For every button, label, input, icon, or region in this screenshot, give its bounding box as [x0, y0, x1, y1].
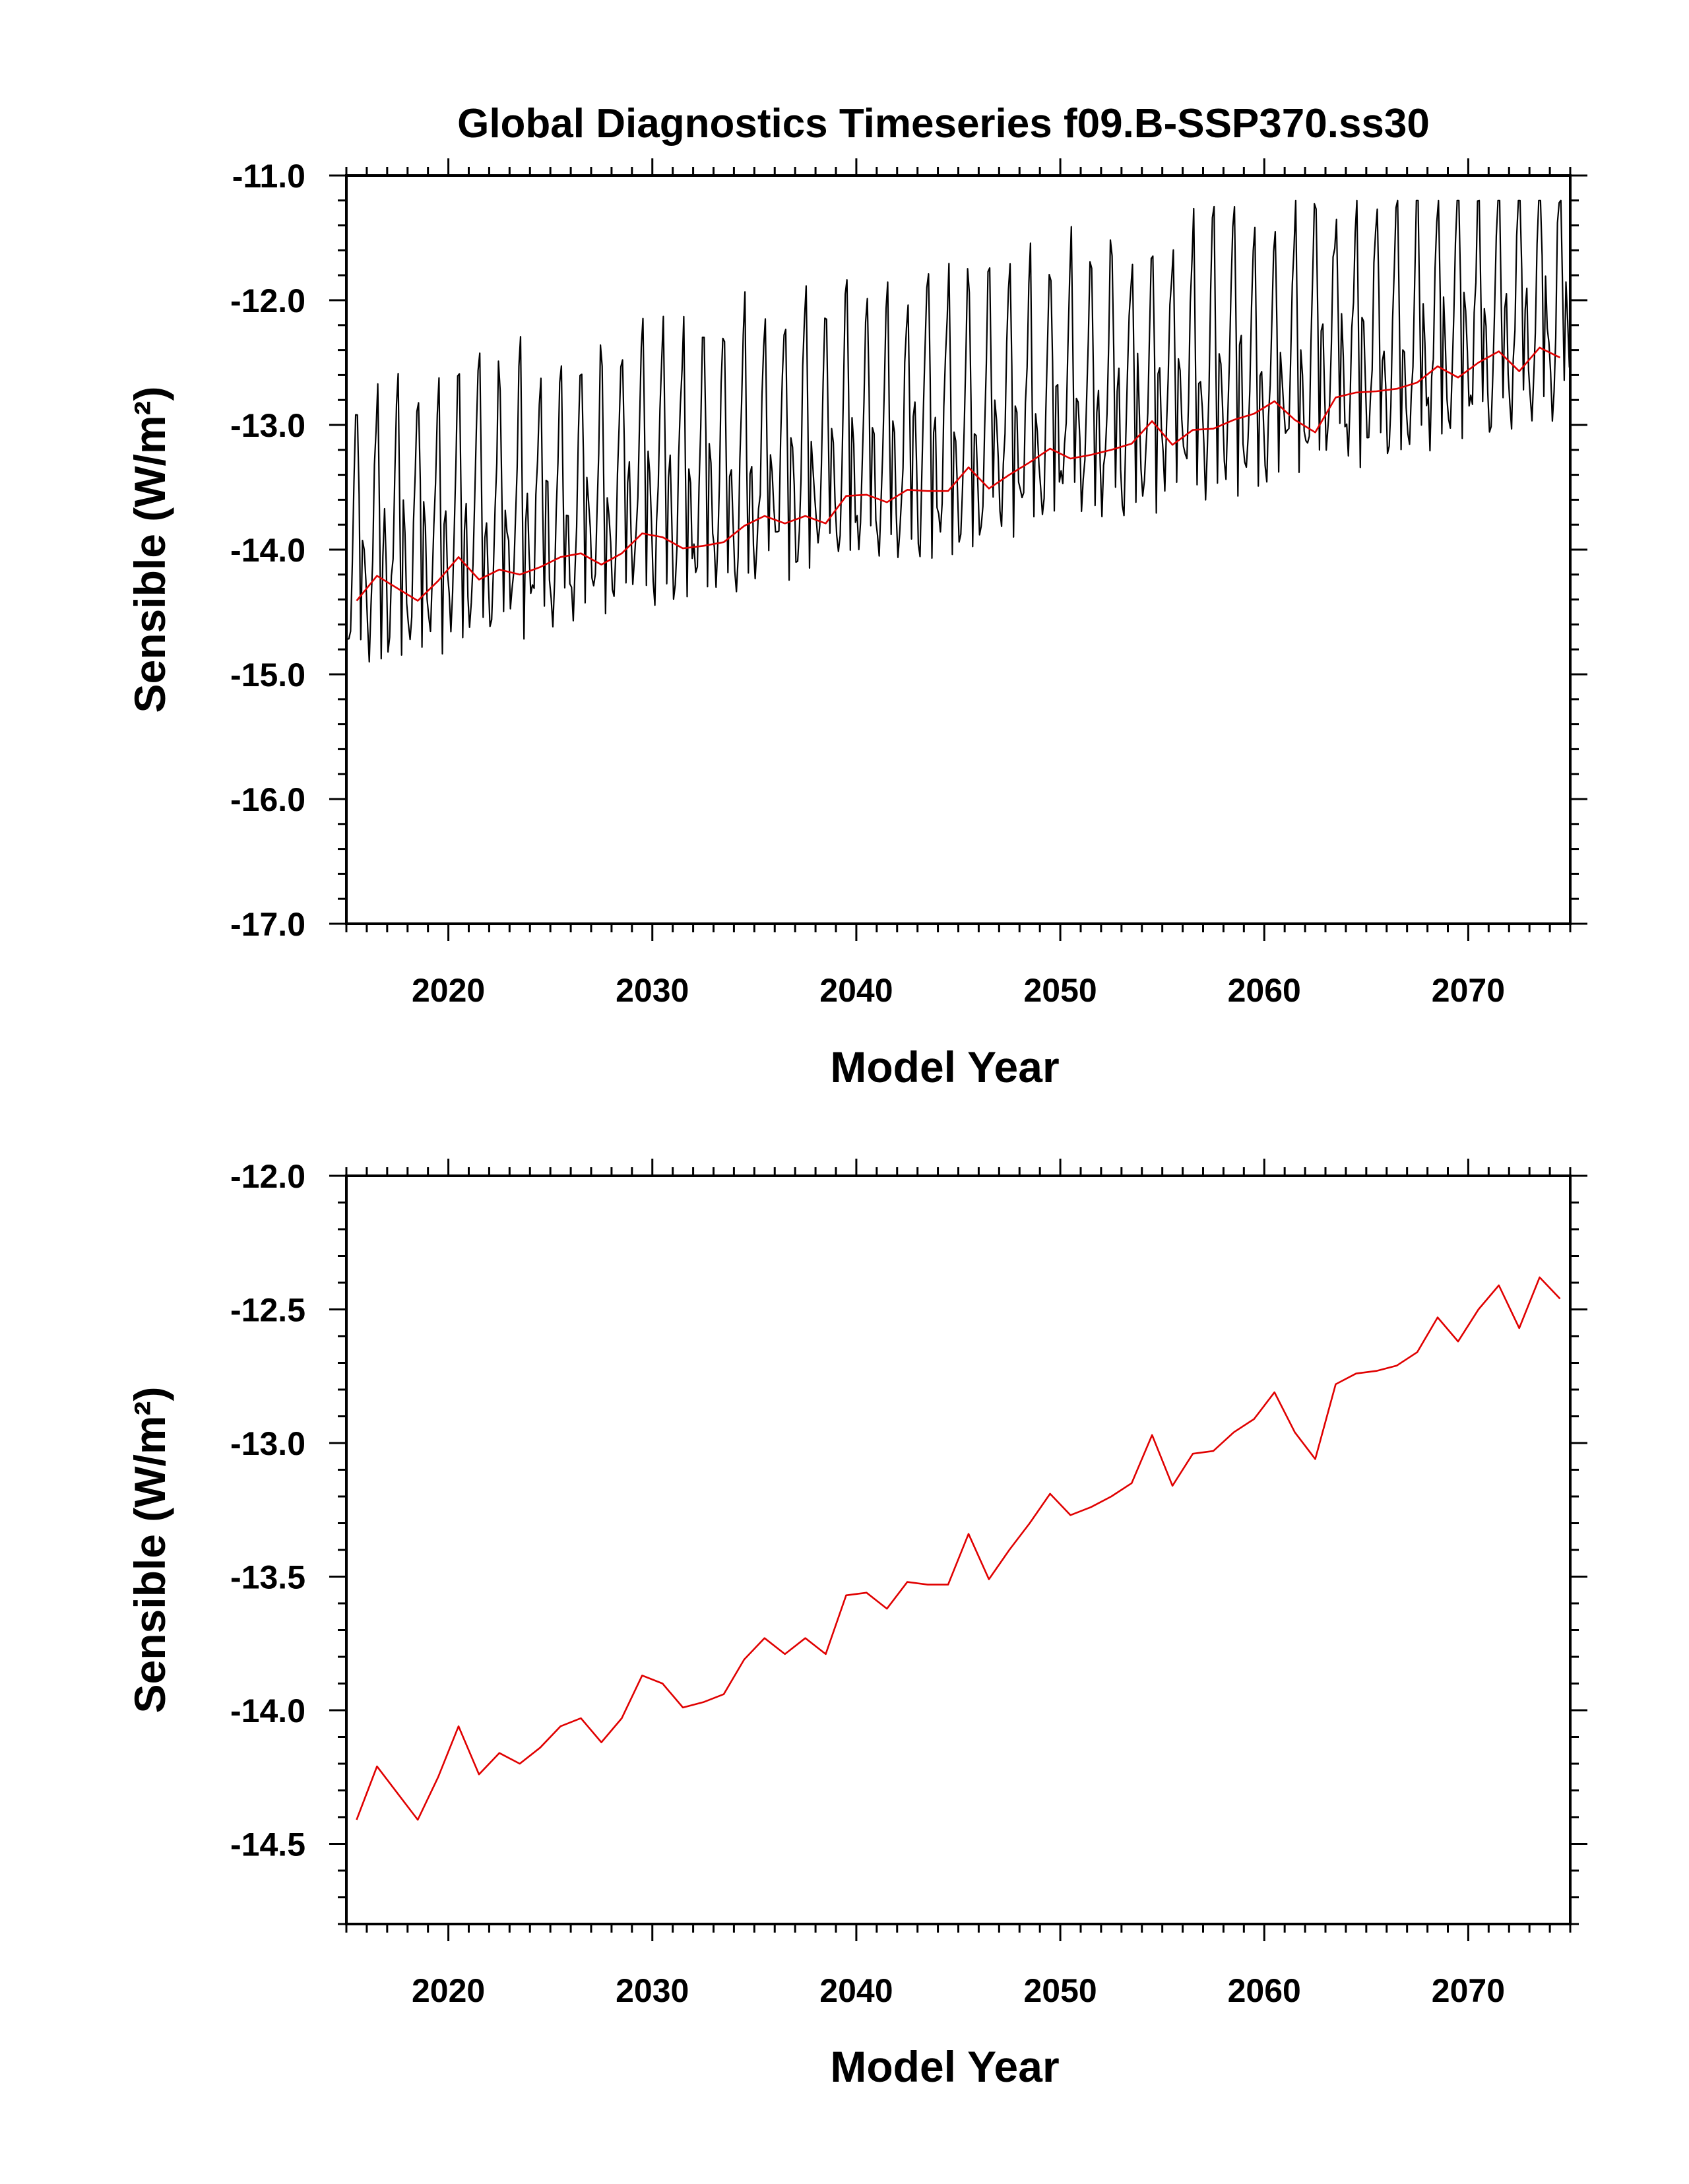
top-x-axis-label: Model Year: [830, 1043, 1059, 1091]
bottom-y-axis-label: Sensible (W/m²): [125, 1386, 174, 1713]
x-tick-label: 2030: [616, 972, 689, 1009]
x-tick-label: 2070: [1432, 972, 1505, 1009]
x-tick-label: 2040: [819, 1972, 893, 2009]
x-tick-label: 2040: [819, 972, 893, 1009]
y-tick-label: -12.0: [230, 1158, 305, 1195]
y-tick-label: -16.0: [230, 781, 305, 818]
bottom-x-tick-labels: 2020 2030 2040 2050 2060 2070: [412, 1972, 1505, 2009]
top-x-tick-labels: 2020 2030 2040 2050 2060 2070: [412, 972, 1505, 1009]
bottom-plot-lines: [356, 1276, 1561, 1821]
y-tick-label: -13.0: [230, 407, 305, 444]
x-tick-label: 2020: [412, 1972, 485, 2009]
y-tick-label: -14.5: [230, 1826, 305, 1863]
top-plot-frame: [345, 174, 1572, 925]
bottom-axis-ticks: [329, 1159, 1587, 1941]
bottom-plot-frame: [345, 1174, 1572, 1925]
y-tick-label: -14.0: [230, 532, 305, 569]
y-tick-label: -12.5: [230, 1292, 305, 1329]
x-tick-label: 2060: [1228, 972, 1301, 1009]
bottom-panel: 2020 2030 2040 2050 2060 2070 -12.0 -12.5 -13.0…: [125, 1158, 1587, 2091]
y-tick-label: -12.0: [230, 282, 305, 319]
y-tick-label: -13.5: [230, 1559, 305, 1596]
y-tick-label: -11.0: [232, 158, 305, 195]
y-tick-label: -13.0: [230, 1425, 305, 1462]
annual-series-line: [356, 1276, 1561, 1821]
annual-series-line: [356, 346, 1561, 602]
bottom-x-axis-label: Model Year: [830, 2042, 1059, 2091]
top-y-axis-label: Sensible (W/m²): [125, 386, 174, 713]
x-tick-label: 2060: [1228, 1972, 1301, 2009]
y-tick-label: -15.0: [230, 657, 305, 693]
top-axis-ticks: [329, 158, 1587, 941]
y-tick-label: -17.0: [230, 906, 305, 943]
y-tick-label: -14.0: [230, 1692, 305, 1729]
top-y-tick-labels: -11.0 -12.0 -13.0 -14.0 -15.0 -16.0 -17.0: [230, 158, 305, 943]
x-tick-label: 2070: [1432, 1972, 1505, 2009]
bottom-y-tick-labels: -12.0 -12.5 -13.0 -13.5 -14.0 -14.5: [230, 1158, 305, 1863]
chart-title: Global Diagnostics Timeseries f09.B-SSP3…: [457, 101, 1430, 146]
x-tick-label: 2050: [1023, 972, 1097, 1009]
x-tick-label: 2020: [412, 972, 485, 1009]
top-panel: 2020 2030 2040 2050 2060 2070 -11.0 -12.0 -13.0…: [125, 158, 1587, 1091]
x-tick-label: 2030: [616, 1972, 689, 2009]
top-plot-lines: [346, 199, 1570, 663]
x-tick-label: 2050: [1023, 1972, 1097, 2009]
monthly-series-line: [346, 199, 1570, 663]
